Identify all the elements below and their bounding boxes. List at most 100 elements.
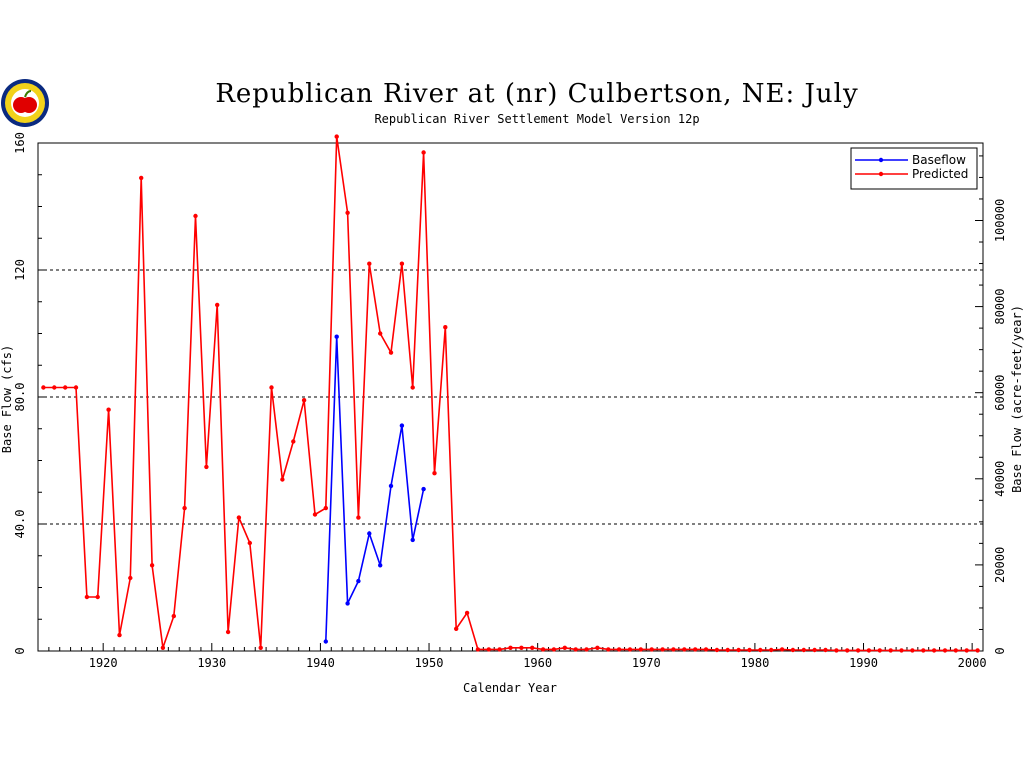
data-point xyxy=(595,645,600,650)
series-line xyxy=(43,136,978,652)
series-baseflow xyxy=(323,334,426,644)
x-axis-label: Calendar Year xyxy=(463,681,557,695)
x-tick-label: 1980 xyxy=(740,656,769,670)
y-axis-left: 0 40.0 80.0 120 160 xyxy=(13,132,46,655)
data-point xyxy=(584,647,589,652)
data-point xyxy=(953,648,958,653)
data-point xyxy=(649,647,654,652)
series-line xyxy=(325,336,425,642)
x-tick-label: 1940 xyxy=(306,656,335,670)
data-point xyxy=(312,512,318,517)
data-point xyxy=(367,261,372,266)
data-point xyxy=(106,407,111,412)
data-point xyxy=(356,578,361,584)
data-point xyxy=(258,645,263,650)
data-point xyxy=(714,647,720,653)
y-axis-label: Base Flow (cfs) xyxy=(0,345,14,453)
data-point xyxy=(530,645,535,650)
data-point xyxy=(323,639,328,644)
data-point xyxy=(606,647,611,652)
data-point xyxy=(725,647,730,653)
data-point xyxy=(182,505,187,511)
data-point xyxy=(388,483,394,489)
plot-frame xyxy=(37,142,984,652)
data-point xyxy=(334,134,339,139)
y-tick-label: 40.0 xyxy=(13,510,27,539)
legend-label: Predicted xyxy=(912,167,968,181)
data-point xyxy=(421,486,426,492)
data-point xyxy=(921,648,926,653)
y2-tick-label: 80000 xyxy=(993,289,1007,325)
data-point xyxy=(540,647,546,652)
data-point xyxy=(356,515,361,520)
data-point xyxy=(703,647,709,652)
data-point xyxy=(877,648,882,653)
data-point xyxy=(454,626,459,631)
x-tick-label: 2000 xyxy=(958,656,987,670)
gridlines xyxy=(38,142,983,525)
data-point xyxy=(128,575,133,581)
x-axis: 1920 1930 1940 1950 1960 1970 1980 1990 2000 xyxy=(37,643,987,670)
data-point xyxy=(95,594,100,600)
data-point xyxy=(345,210,350,215)
data-point xyxy=(573,647,578,652)
data-point xyxy=(301,398,307,403)
x-tick-label: 1970 xyxy=(632,656,661,670)
data-point xyxy=(247,540,252,546)
data-point xyxy=(41,385,46,390)
data-point xyxy=(378,563,383,568)
y-axis-right: 0 20000 40000 60000 80000 100000 xyxy=(975,155,1007,655)
y-tick-label: 120 xyxy=(13,259,27,281)
legend-swatch-marker xyxy=(878,157,884,163)
data-point xyxy=(888,648,893,653)
data-point xyxy=(616,647,622,652)
data-point xyxy=(475,647,481,652)
data-point xyxy=(790,647,796,653)
legend-item-predicted: Predicted xyxy=(855,167,968,181)
data-point xyxy=(638,647,643,652)
data-point xyxy=(931,648,937,653)
data-point xyxy=(378,331,383,336)
y-tick-label: 160 xyxy=(13,132,27,154)
data-point xyxy=(62,385,68,390)
y2-tick-label: 0 xyxy=(993,647,1007,654)
data-point xyxy=(367,531,372,536)
y2-tick-label: 100000 xyxy=(993,199,1007,242)
legend-label: Baseflow xyxy=(912,153,966,167)
data-point xyxy=(671,647,676,652)
y2-tick-label: 20000 xyxy=(993,547,1007,583)
series-layer xyxy=(41,134,980,653)
x-tick-label: 1990 xyxy=(849,656,878,670)
data-point xyxy=(551,647,557,652)
data-point xyxy=(899,648,904,653)
data-point xyxy=(562,645,567,650)
data-point xyxy=(399,423,405,428)
y-tick-label: 0 xyxy=(13,647,27,654)
data-point xyxy=(627,647,633,652)
data-point xyxy=(779,647,785,652)
data-point xyxy=(399,261,405,266)
data-point xyxy=(280,477,285,482)
data-point xyxy=(855,648,861,653)
legend-box xyxy=(850,147,978,190)
data-point xyxy=(269,385,274,390)
data-point xyxy=(334,334,339,339)
legend-swatch-marker xyxy=(878,171,884,177)
data-point xyxy=(52,385,57,390)
y2-tick-label: 60000 xyxy=(993,375,1007,411)
data-point xyxy=(497,647,502,652)
data-point xyxy=(736,647,741,653)
data-point xyxy=(660,647,665,652)
data-point xyxy=(801,647,806,653)
data-point xyxy=(204,464,209,470)
data-point xyxy=(866,648,872,653)
data-point xyxy=(171,613,176,619)
data-point xyxy=(747,647,752,653)
data-point xyxy=(519,645,524,650)
data-point xyxy=(323,505,328,511)
data-point xyxy=(388,350,394,355)
data-point xyxy=(160,645,166,650)
data-point xyxy=(834,648,839,653)
